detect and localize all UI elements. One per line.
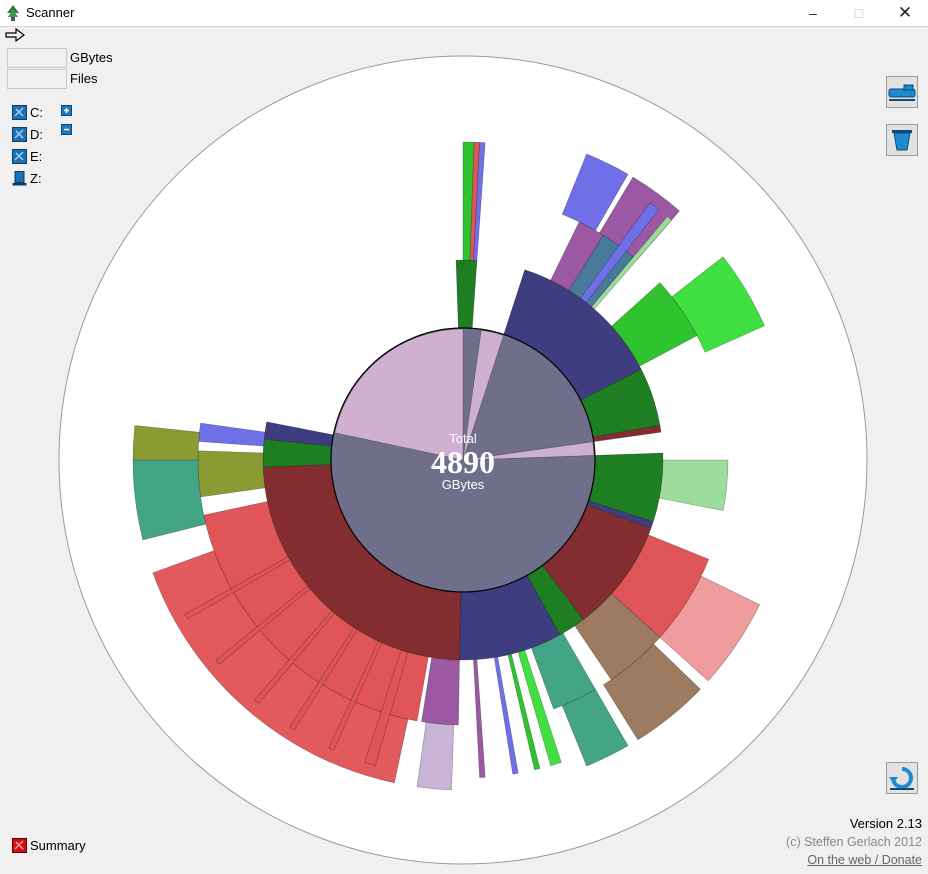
network-drive-icon: [12, 148, 27, 164]
folder-segment[interactable]: [328, 640, 383, 751]
center-segment[interactable]: [462, 441, 595, 461]
folder-segment[interactable]: [416, 722, 455, 791]
folder-segment[interactable]: [473, 659, 486, 778]
folder-segment[interactable]: [462, 141, 475, 261]
folder-segment[interactable]: [671, 256, 765, 353]
folder-segment[interactable]: [507, 653, 541, 771]
delete-bin-icon[interactable]: [886, 124, 918, 156]
center-unit: GBytes: [442, 477, 485, 492]
drive-c[interactable]: C:: [12, 104, 43, 120]
folder-segment[interactable]: [198, 422, 266, 447]
folder-segment[interactable]: [469, 141, 480, 261]
center-value: 4890: [431, 444, 495, 480]
folder-segment[interactable]: [658, 459, 729, 511]
drive-e[interactable]: E:: [12, 148, 42, 164]
folder-segment[interactable]: [531, 632, 596, 710]
folder-segment[interactable]: [550, 221, 604, 291]
folder-segment[interactable]: [561, 153, 629, 231]
version-label: Version 2.13: [849, 816, 922, 831]
scan-drive-icon[interactable]: [886, 76, 918, 108]
summary-button[interactable]: Summary: [12, 838, 86, 853]
minimize-button[interactable]: –: [809, 5, 817, 21]
drive-z[interactable]: Z:: [12, 170, 42, 186]
window-title: Scanner: [26, 5, 75, 20]
folder-segment[interactable]: [580, 202, 660, 303]
folder-segment[interactable]: [611, 282, 698, 367]
folder-segment[interactable]: [493, 656, 519, 775]
folder-segment[interactable]: [517, 649, 562, 767]
zoom-out-icon[interactable]: [61, 124, 72, 135]
back-arrow-icon[interactable]: [4, 28, 26, 42]
summary-label: Summary: [30, 838, 86, 853]
center-caption: Total: [449, 431, 477, 446]
drive-d[interactable]: D:: [12, 126, 43, 142]
zoom-in-icon[interactable]: [61, 105, 72, 116]
computer-drive-icon: [12, 170, 27, 185]
size-unit-label: GBytes: [70, 50, 113, 65]
app-icon: [7, 5, 19, 21]
folder-segment[interactable]: [561, 689, 629, 767]
size-value-field: [7, 48, 67, 68]
maximize-button[interactable]: □: [854, 5, 864, 21]
center-segment[interactable]: [334, 328, 464, 461]
folder-segment[interactable]: [253, 610, 335, 705]
drive-label: Z:: [30, 170, 42, 186]
summary-icon: [12, 838, 27, 853]
folder-segment[interactable]: [473, 142, 486, 261]
network-drive-icon: [12, 104, 27, 120]
folder-segment[interactable]: [574, 593, 661, 681]
title-bar: Scanner – □ ✕: [0, 0, 928, 27]
copyright-label: (c) Steffen Gerlach 2012: [786, 835, 922, 849]
files-unit-label: Files: [70, 71, 98, 86]
refresh-icon[interactable]: [886, 762, 918, 794]
folder-segment[interactable]: [421, 657, 460, 726]
folder-segment[interactable]: [591, 215, 673, 310]
web-donate-link[interactable]: On the web / Donate: [807, 853, 922, 867]
folder-segment[interactable]: [215, 585, 311, 665]
folder-segment[interactable]: [603, 643, 701, 741]
drive-label: D:: [30, 126, 43, 142]
folder-segment[interactable]: [364, 649, 409, 767]
drive-label: C:: [30, 104, 43, 120]
network-drive-icon: [12, 126, 27, 142]
drive-label: E:: [30, 148, 43, 164]
files-value-field: [7, 69, 67, 89]
folder-segment[interactable]: [197, 450, 266, 498]
close-button[interactable]: ✕: [897, 3, 913, 22]
folder-segment[interactable]: [659, 575, 761, 682]
folder-segment[interactable]: [184, 556, 291, 620]
folder-segment[interactable]: [132, 425, 200, 461]
center-segment[interactable]: [462, 329, 504, 461]
folder-segment[interactable]: [289, 627, 358, 731]
